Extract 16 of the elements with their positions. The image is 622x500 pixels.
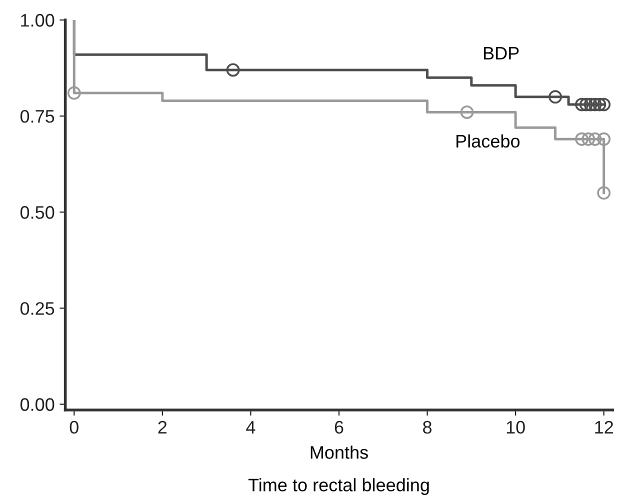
x-tick-label: 0 — [70, 420, 78, 434]
series-label: BDP — [484, 47, 519, 60]
x-tick-label: 6 — [334, 420, 344, 434]
series-label: Placebo — [456, 134, 520, 148]
y-tick-label: 0.50 — [20, 206, 54, 219]
x-tick-label: 2 — [158, 420, 167, 434]
y-tick-label: 0.25 — [20, 302, 54, 315]
x-tick-label: 8 — [423, 420, 432, 434]
y-tick-label: 1.00 — [21, 14, 54, 27]
x-tick-label: 4 — [246, 421, 256, 434]
x-axis-title: Months — [310, 446, 368, 459]
x-tick-label: 10 — [506, 420, 525, 434]
y-tick-label: 0.75 — [20, 110, 54, 123]
x-tick-label: 12 — [595, 420, 613, 434]
text: Time to rectal bleeding — [248, 478, 429, 495]
y-tick-label: 0.00 — [20, 398, 54, 411]
